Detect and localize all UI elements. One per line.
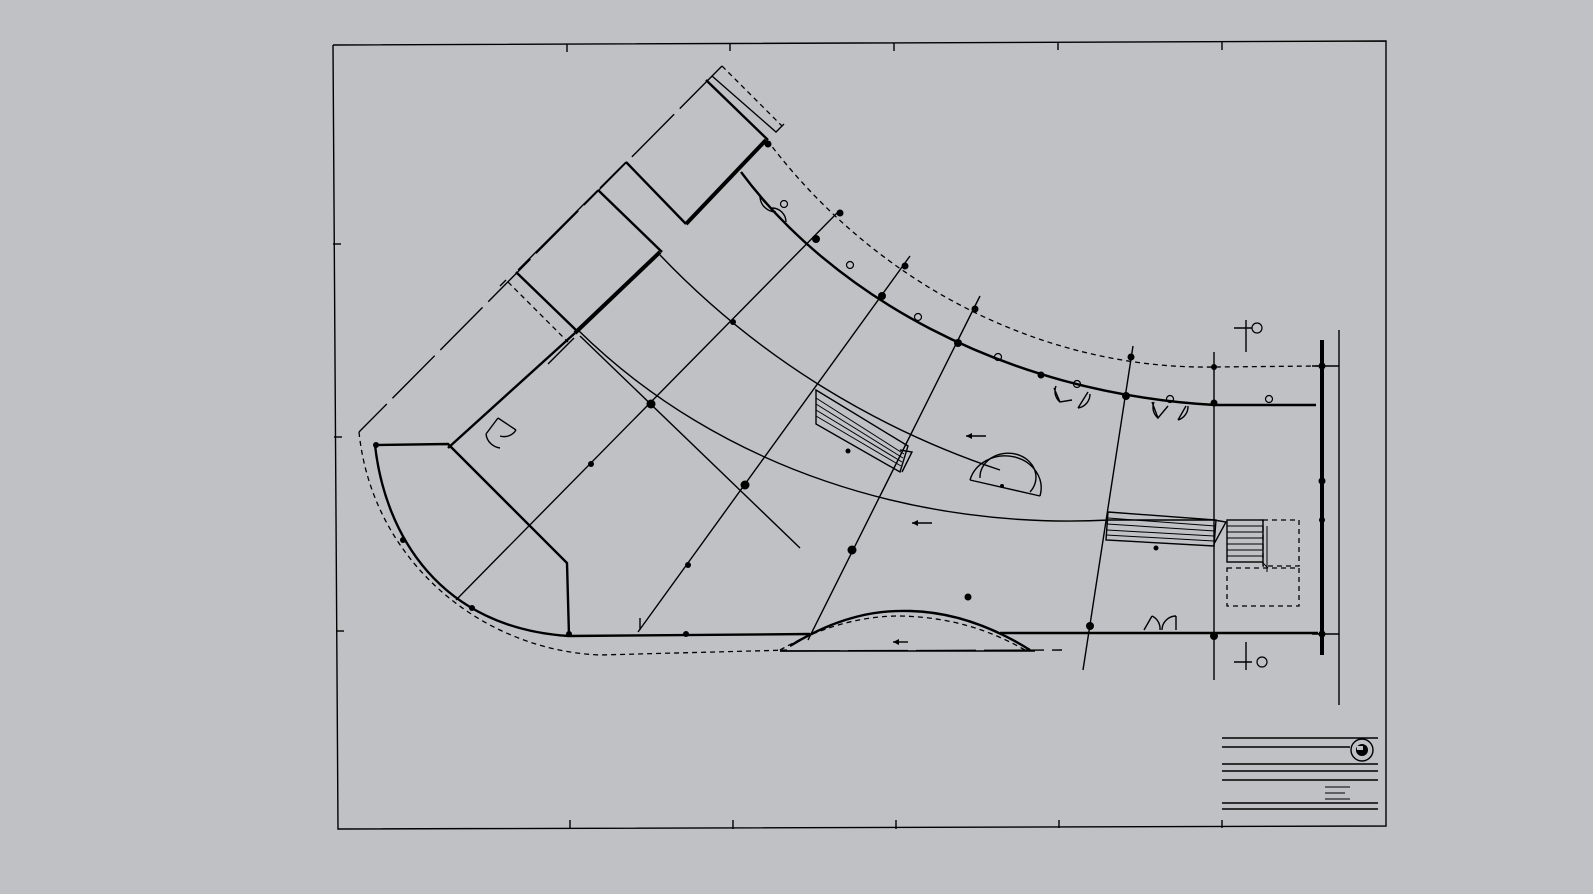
stair-2 (1105, 511, 1228, 551)
bottom-arch-entrance (779, 609, 1035, 652)
upper-rooms (499, 75, 785, 365)
direction-arrows (912, 433, 986, 526)
curved-partitions (577, 254, 1215, 522)
stair-1 (815, 388, 914, 474)
border-ticks (333, 42, 1223, 829)
semicircle-feature (969, 452, 1042, 497)
exterior-walls (373, 138, 1340, 705)
structural-columns (373, 140, 1326, 640)
door-swings (485, 196, 1189, 631)
north-arrow-icon (1350, 738, 1374, 762)
grid-marker-top (1234, 320, 1263, 352)
title-block (1222, 737, 1378, 810)
radial-grid-lines (455, 209, 1215, 680)
grid-marker-bottom (1234, 642, 1268, 670)
sheet-border (332, 40, 1387, 830)
roof-overhang-outline (358, 65, 1319, 656)
stair-3 (1226, 519, 1300, 607)
ring-markers (779, 199, 1274, 404)
